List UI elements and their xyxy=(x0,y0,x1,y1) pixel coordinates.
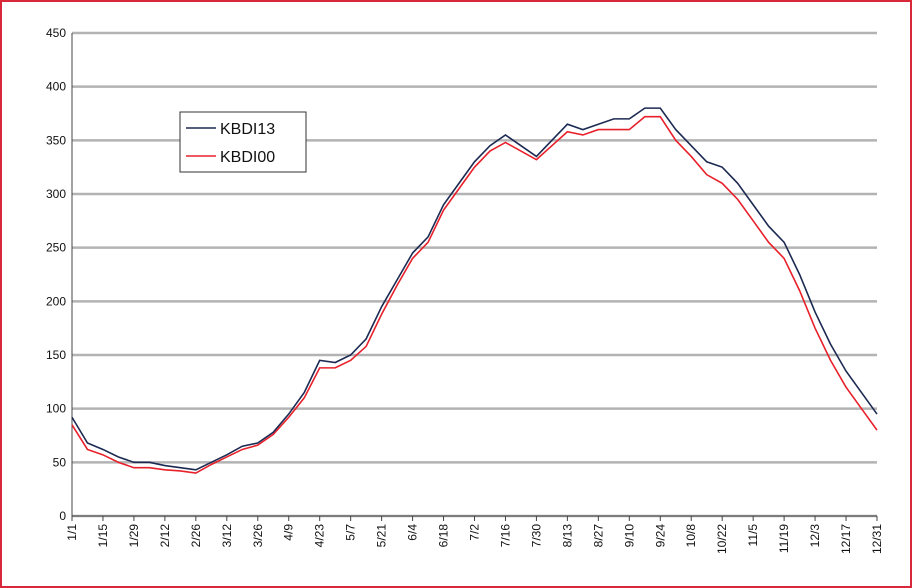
x-tick-label: 10/8 xyxy=(684,524,698,548)
x-tick-label: 9/24 xyxy=(653,524,667,548)
x-tick-label: 5/7 xyxy=(344,524,358,541)
y-tick-label: 450 xyxy=(46,26,66,40)
x-tick-label: 4/9 xyxy=(282,524,296,541)
y-tick-label: 300 xyxy=(46,187,66,201)
x-tick-label: 2/12 xyxy=(158,524,172,548)
x-tick-label: 8/27 xyxy=(591,524,605,548)
x-tick-label: 3/12 xyxy=(220,524,234,548)
x-tick-label: 8/13 xyxy=(560,524,574,548)
legend-label: KBDI13 xyxy=(220,121,275,138)
x-tick-label: 7/30 xyxy=(529,524,543,548)
x-tick-label: 3/26 xyxy=(251,524,265,548)
y-tick-label: 150 xyxy=(46,348,66,362)
x-tick-label: 11/19 xyxy=(777,524,791,553)
x-tick-label: 2/26 xyxy=(189,524,203,548)
x-tick-label: 7/2 xyxy=(468,524,482,541)
legend-label: KBDI00 xyxy=(220,149,275,166)
x-tick-label: 10/22 xyxy=(715,524,729,554)
x-tick-label: 9/10 xyxy=(622,524,636,548)
y-tick-label: 400 xyxy=(46,80,66,94)
y-tick-label: 0 xyxy=(59,509,66,523)
x-tick-label: 12/31 xyxy=(870,524,884,554)
x-tick-label: 7/16 xyxy=(498,524,512,548)
series-line xyxy=(71,115,878,474)
y-tick-label: 50 xyxy=(53,455,67,469)
y-tick-label: 250 xyxy=(46,241,66,255)
y-tick-label: 100 xyxy=(46,402,66,416)
x-tick-label: 1/15 xyxy=(96,524,110,548)
y-tick-label: 350 xyxy=(46,133,66,147)
x-tick-label: 12/3 xyxy=(808,524,822,548)
x-tick-label: 5/21 xyxy=(375,524,389,548)
y-tick-label: 200 xyxy=(46,294,66,308)
x-tick-label: 1/29 xyxy=(127,524,141,548)
series-line xyxy=(71,107,878,471)
x-tick-label: 1/1 xyxy=(65,524,79,541)
x-tick-label: 6/4 xyxy=(406,524,420,541)
x-tick-label: 12/17 xyxy=(839,524,853,554)
x-tick-label: 6/18 xyxy=(437,524,451,548)
x-tick-label: 11/5 xyxy=(746,524,760,547)
x-tick-label: 4/23 xyxy=(313,524,327,548)
legend-box xyxy=(179,111,307,173)
